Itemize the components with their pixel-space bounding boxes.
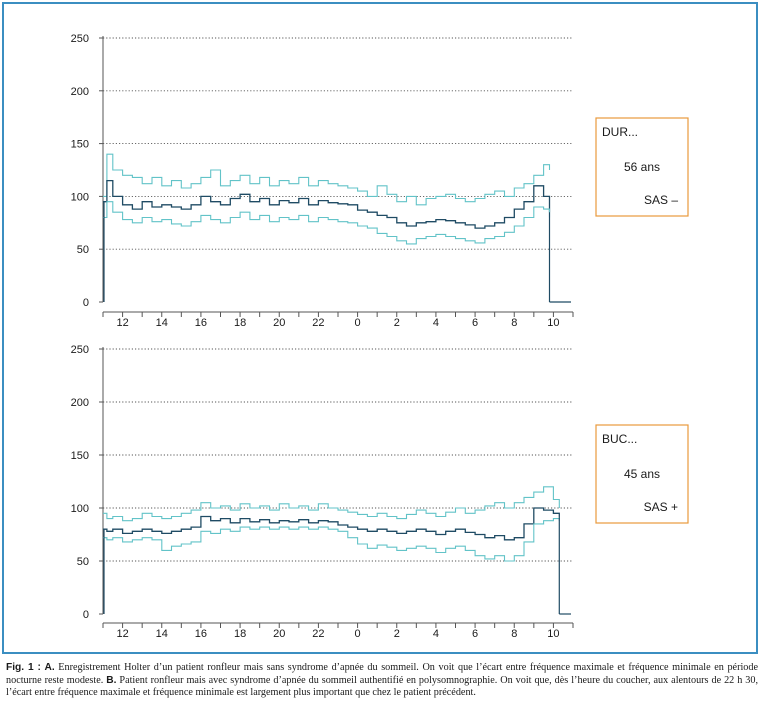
y-tick-label: 250 (71, 33, 89, 45)
figure-caption: Fig. 1 : A. Enregistrement Holter d’un p… (6, 662, 758, 700)
x-tick-label: 18 (234, 317, 246, 329)
y-tick-label: 250 (71, 344, 89, 356)
patient-info-box (595, 424, 689, 524)
x-tick-label: 14 (156, 628, 168, 640)
patient-age: 45 ans (624, 467, 660, 481)
caption-fig-label: Fig. 1 : (6, 662, 45, 673)
patient-age: 56 ans (624, 160, 660, 174)
chart-panel-1: 0 50 100 150 200 250 12 14 16 18 20 22 0 2 4 6 8 10 DUR...… (71, 33, 689, 329)
x-tick-label: 2 (394, 317, 400, 329)
x-tick-label: 0 (355, 317, 361, 329)
x-tick-label: 12 (116, 628, 128, 640)
caption-b-text: Patient ronfleur mais avec syndrome d’ap… (6, 674, 759, 699)
sas-status: SAS – (644, 193, 678, 207)
x-tick-label: 6 (472, 317, 478, 329)
y-tick-label: 100 (71, 191, 89, 203)
y-tick-label: 50 (77, 556, 89, 568)
x-tick-label: 4 (433, 628, 439, 640)
series-max-line (103, 153, 551, 206)
figure-frame (2, 2, 758, 654)
x-tick-label: 10 (547, 628, 559, 640)
series-max-line (103, 486, 560, 522)
y-tick-label: 150 (71, 450, 89, 462)
x-tick-label: 4 (433, 317, 439, 329)
patient-info-box (595, 117, 689, 217)
y-tick-label: 100 (71, 503, 89, 515)
caption-a-text: Enregistrement Holter d’un patient ronfl… (6, 662, 758, 686)
x-tick-label: 14 (156, 317, 168, 329)
x-tick-label: 12 (116, 317, 128, 329)
x-tick-label: 18 (234, 628, 246, 640)
series-min-line (103, 518, 560, 562)
x-tick-label: 6 (472, 628, 478, 640)
y-tick-label: 200 (71, 86, 89, 98)
caption-a-label: A. (44, 662, 55, 673)
y-tick-label: 150 (71, 139, 89, 151)
x-tick-label: 8 (511, 628, 517, 640)
series-mean-line (103, 507, 560, 541)
x-tick-label: 22 (312, 317, 324, 329)
x-tick-label: 16 (195, 628, 207, 640)
sas-status: SAS + (644, 500, 678, 514)
x-tick-label: 16 (195, 317, 207, 329)
y-tick-label: 0 (83, 609, 89, 621)
series-min-line (103, 201, 551, 245)
series-mean-line (103, 179, 551, 229)
x-tick-label: 22 (312, 628, 324, 640)
x-tick-label: 0 (355, 628, 361, 640)
y-tick-label: 200 (71, 397, 89, 409)
y-tick-label: 0 (83, 297, 89, 309)
x-tick-label: 8 (511, 317, 517, 329)
patient-name: BUC... (602, 432, 637, 446)
x-tick-label: 10 (547, 317, 559, 329)
patient-name: DUR... (602, 125, 638, 139)
caption-b-label: B. (106, 674, 117, 686)
x-tick-label: 2 (394, 628, 400, 640)
y-tick-label: 50 (77, 244, 89, 256)
x-tick-label: 20 (273, 317, 285, 329)
chart-panel-2: 0 50 100 150 200 250 12 14 16 18 20 22 0 2 4 6 8 10 BUC...… (71, 344, 689, 640)
x-tick-label: 20 (273, 628, 285, 640)
